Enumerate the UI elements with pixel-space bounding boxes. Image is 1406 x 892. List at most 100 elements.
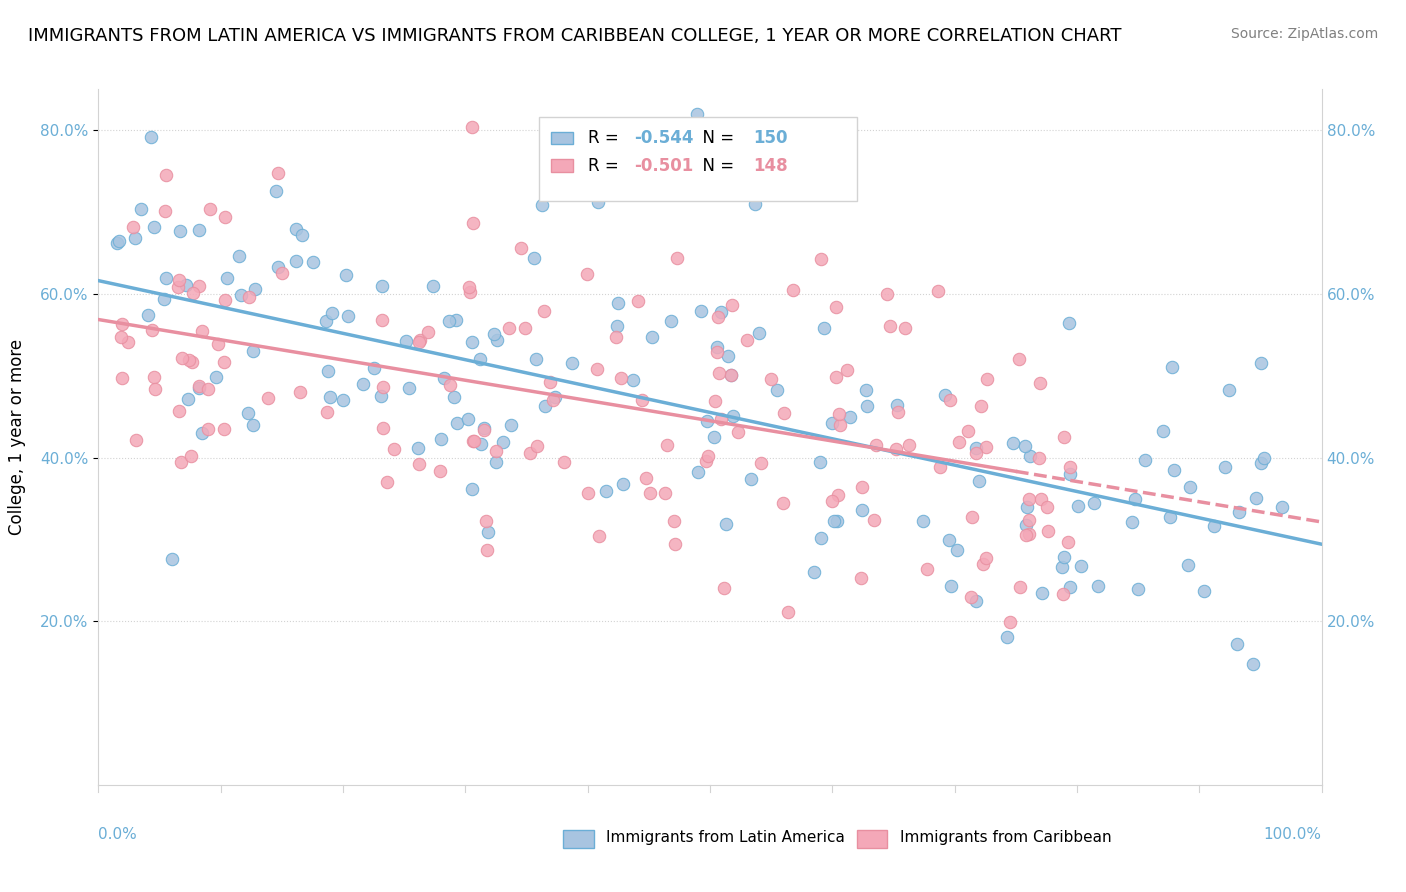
- Point: [1218, 384, 1240, 398]
- Point: [1036, 524, 1059, 538]
- Point: [894, 321, 917, 335]
- Point: [710, 412, 733, 426]
- Point: [371, 278, 394, 293]
- Point: [655, 438, 678, 452]
- FancyBboxPatch shape: [551, 160, 574, 172]
- Point: [443, 390, 465, 404]
- Point: [898, 438, 921, 452]
- Point: [509, 241, 531, 255]
- Point: [187, 223, 209, 237]
- Point: [851, 480, 873, 494]
- Point: [939, 393, 962, 408]
- Point: [1177, 558, 1199, 572]
- Point: [1123, 491, 1146, 506]
- Point: [191, 425, 214, 440]
- Point: [544, 390, 567, 404]
- Point: [595, 484, 617, 499]
- Point: [808, 455, 831, 469]
- Point: [851, 503, 873, 517]
- Point: [862, 513, 884, 527]
- Point: [284, 253, 307, 268]
- Point: [143, 219, 166, 234]
- Point: [461, 334, 484, 349]
- Text: IMMIGRANTS FROM LATIN AMERICA VS IMMIGRANTS FROM CARIBBEAN COLLEGE, 1 YEAR OR MO: IMMIGRANTS FROM LATIN AMERICA VS IMMIGRA…: [28, 27, 1122, 45]
- Point: [716, 516, 738, 531]
- Point: [1015, 518, 1038, 533]
- Point: [215, 271, 238, 285]
- Point: [373, 380, 395, 394]
- Point: [740, 472, 762, 486]
- Point: [461, 434, 484, 449]
- Text: 148: 148: [752, 157, 787, 175]
- Point: [468, 352, 491, 367]
- Point: [336, 309, 359, 323]
- Point: [586, 194, 609, 209]
- Point: [720, 368, 742, 383]
- Point: [122, 219, 145, 234]
- Point: [696, 414, 718, 428]
- FancyBboxPatch shape: [538, 117, 856, 201]
- Point: [1010, 580, 1032, 594]
- Point: [1028, 451, 1050, 466]
- Point: [463, 434, 485, 449]
- Point: [370, 389, 392, 403]
- Point: [166, 279, 188, 293]
- Point: [976, 372, 998, 386]
- Point: [302, 255, 325, 269]
- Point: [720, 368, 742, 382]
- Point: [664, 537, 686, 551]
- Point: [1121, 515, 1143, 529]
- Point: [264, 184, 287, 198]
- Point: [492, 434, 515, 449]
- Point: [927, 284, 949, 298]
- Point: [291, 227, 314, 242]
- Point: [174, 277, 197, 292]
- Point: [335, 268, 357, 283]
- Point: [960, 590, 983, 604]
- Point: [228, 249, 250, 263]
- Point: [1018, 492, 1040, 507]
- Point: [214, 211, 236, 225]
- Point: [1067, 500, 1090, 514]
- Point: [960, 510, 983, 524]
- Point: [460, 483, 482, 497]
- Point: [970, 399, 993, 413]
- Point: [1053, 430, 1076, 444]
- Point: [641, 330, 664, 344]
- Point: [212, 355, 235, 369]
- Point: [284, 222, 307, 236]
- Point: [1161, 359, 1184, 374]
- Point: [638, 485, 661, 500]
- Point: [485, 444, 508, 458]
- Point: [1246, 491, 1268, 506]
- Point: [810, 531, 832, 545]
- Point: [685, 107, 707, 121]
- Point: [191, 324, 214, 338]
- Text: N =: N =: [692, 129, 740, 147]
- Point: [408, 457, 430, 471]
- Point: [865, 437, 887, 451]
- Point: [485, 454, 508, 468]
- Point: [995, 630, 1018, 644]
- Point: [124, 231, 146, 245]
- Point: [553, 455, 575, 469]
- Point: [332, 392, 354, 407]
- Point: [717, 349, 740, 363]
- Point: [1014, 439, 1036, 453]
- Point: [482, 327, 505, 342]
- Point: [395, 334, 418, 348]
- Point: [823, 514, 845, 528]
- Point: [886, 398, 908, 412]
- Point: [181, 355, 204, 369]
- Point: [974, 441, 997, 455]
- Point: [170, 351, 193, 365]
- Point: [267, 165, 290, 179]
- Point: [1059, 460, 1081, 475]
- Point: [1057, 316, 1080, 330]
- Point: [111, 317, 134, 331]
- Point: [167, 404, 190, 418]
- Point: [214, 293, 236, 308]
- Point: [382, 442, 405, 456]
- Point: [1253, 451, 1275, 466]
- Text: Source: ZipAtlas.com: Source: ZipAtlas.com: [1230, 27, 1378, 41]
